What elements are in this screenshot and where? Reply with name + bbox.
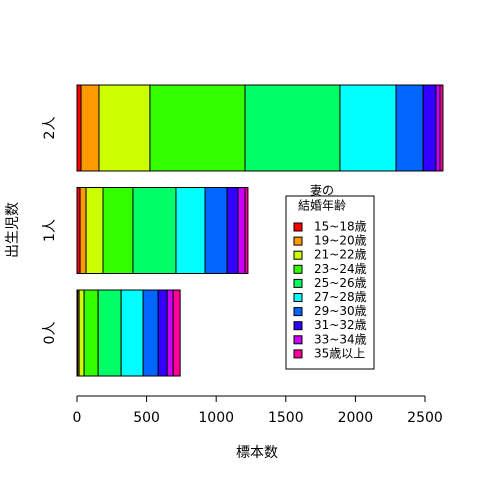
y-tick-label: 1人: [42, 219, 58, 242]
bar-segment: [80, 84, 100, 172]
x-tick-label: 500: [133, 410, 160, 426]
bar-segment: [435, 84, 441, 172]
legend-label: 23~24歳: [314, 262, 367, 276]
legend-label: 27~28歳: [314, 290, 367, 304]
bar-segment: [132, 187, 177, 274]
bar-segment: [226, 187, 239, 274]
bar-segment: [83, 289, 99, 377]
bar-segment: [142, 289, 159, 377]
legend-label: 15~18歳: [314, 220, 367, 234]
bar-segment: [244, 187, 249, 274]
bar-segment: [97, 289, 122, 377]
bar-segment: [422, 84, 437, 172]
bar-segment: [172, 289, 181, 377]
x-tick-label: 1000: [198, 410, 234, 426]
bar-segment: [76, 84, 82, 172]
bar-segment: [175, 187, 206, 274]
bar-segment: [166, 289, 174, 377]
legend-swatch: [293, 278, 303, 288]
bar-segment: [237, 187, 246, 274]
x-axis-title: 標本数: [236, 445, 278, 461]
y-tick-label: 0人: [42, 322, 58, 345]
legend-title: 妻の: [310, 184, 334, 198]
bar-segment: [395, 84, 424, 172]
bar-segment: [120, 289, 144, 377]
legend-title: 結婚年齢: [298, 198, 346, 213]
bar-segment: [149, 84, 246, 172]
legend-swatch: [293, 321, 303, 331]
bar-segment: [157, 289, 168, 377]
legend-label: 19~20歳: [314, 234, 367, 248]
bar-segment: [439, 84, 444, 172]
legend-swatch: [293, 335, 303, 345]
bar-segment: [78, 289, 85, 377]
bar-segment: [204, 187, 228, 274]
legend-swatch: [293, 307, 303, 317]
bar-segment: [79, 187, 87, 274]
legend-label: 35歳以上: [314, 346, 365, 360]
legend-label: 29~30歳: [314, 304, 367, 318]
legend-swatch: [293, 222, 303, 232]
legend-swatch: [293, 264, 303, 274]
bar-segment: [85, 187, 104, 274]
legend-label: 21~22歳: [314, 248, 367, 262]
legend-swatch: [293, 250, 303, 260]
legend-swatch: [293, 293, 303, 302]
y-axis-title: 出生児数: [5, 202, 21, 258]
bar-segment: [339, 84, 397, 172]
x-tick-label: 2000: [338, 410, 374, 426]
x-tick-label: 1500: [268, 410, 304, 426]
legend-swatch: [293, 236, 303, 246]
bar-segment: [98, 84, 151, 172]
legend-swatch: [293, 349, 303, 359]
bar-segment: [102, 187, 134, 274]
legend-label: 31~32歳: [314, 318, 367, 332]
y-tick-label: 2人: [42, 117, 58, 140]
x-tick-label: 2500: [407, 410, 443, 426]
bar-segment: [244, 84, 341, 172]
x-tick-label: 0: [73, 410, 82, 426]
legend-label: 25~26歳: [314, 276, 367, 290]
legend-label: 33~34歳: [314, 332, 367, 346]
